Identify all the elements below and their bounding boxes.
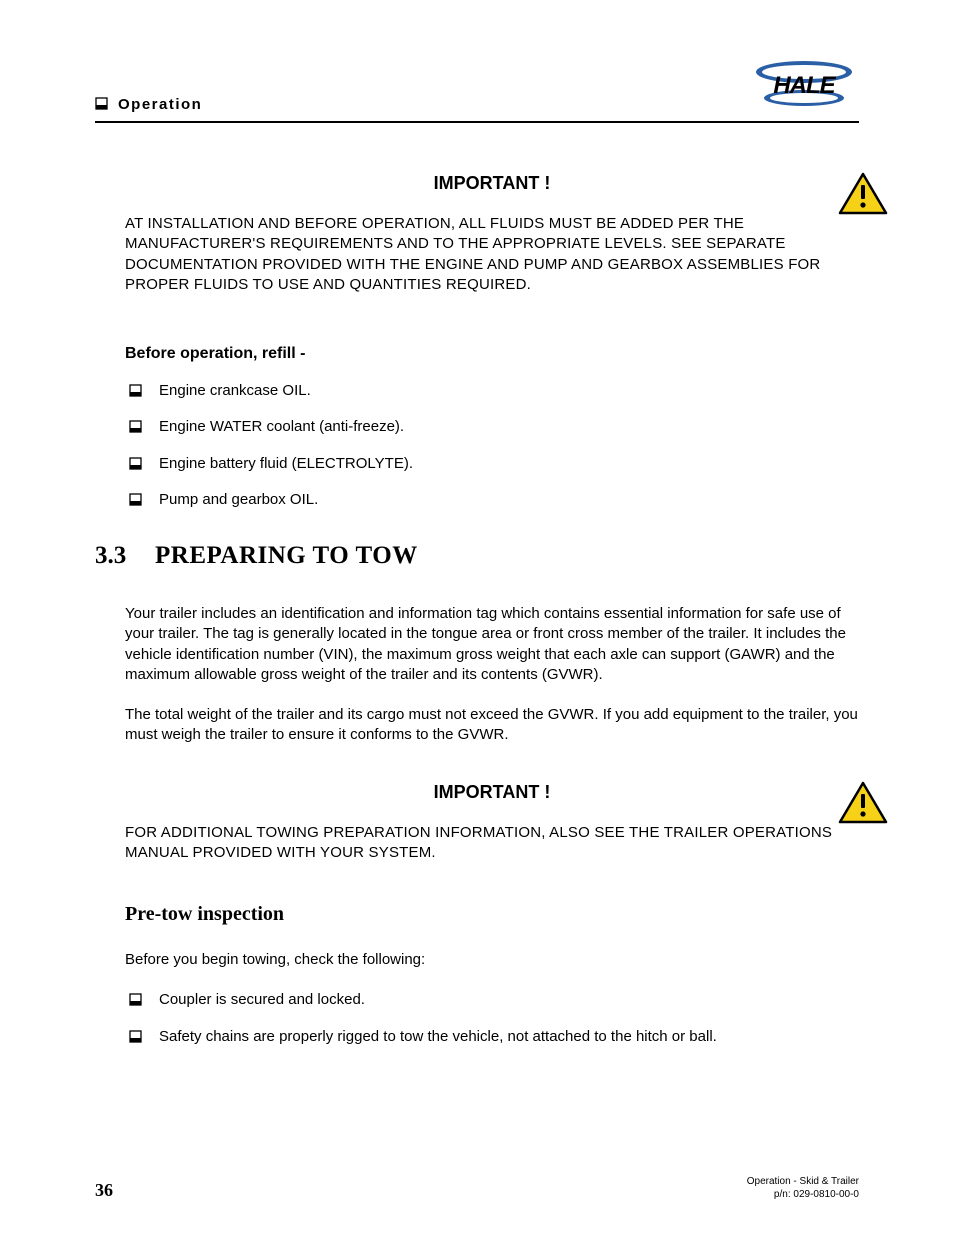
header-section-text: Operation (118, 96, 202, 113)
footer-meta: Operation - Skid & Trailer p/n: 029-0810… (747, 1175, 859, 1201)
section-title: PREPARING TO TOW (155, 542, 418, 570)
pretow-title: Pre-tow inspection (125, 903, 859, 926)
header-bullet-icon (95, 97, 108, 113)
list-item: Engine battery fluid (ELECTROLYTE). (125, 454, 859, 476)
list-item: Safety chains are properly rigged to tow… (125, 1027, 859, 1049)
checkbox-icon (129, 456, 151, 476)
important-notice-1: IMPORTANT ! AT INSTALLATION AND BEFORE O… (125, 173, 859, 295)
list-item-text: Engine battery fluid (ELECTROLYTE). (159, 454, 413, 474)
important-1-title: IMPORTANT ! (125, 173, 859, 194)
list-item: Engine WATER coolant (anti-freeze). (125, 417, 859, 439)
checkbox-icon (129, 419, 151, 439)
section-number: 3.3 (95, 542, 155, 570)
checkbox-icon (129, 492, 151, 512)
list-item: Pump and gearbox OIL. (125, 490, 859, 512)
svg-text:HALE: HALE (773, 72, 836, 99)
caution-icon (837, 780, 889, 831)
header-section-label: Operation (95, 96, 202, 113)
section-para-1: Your trailer includes an identification … (125, 604, 859, 685)
refill-list: Engine crankcase OIL. Engine WATER coola… (125, 381, 859, 512)
list-item: Coupler is secured and locked. (125, 990, 859, 1012)
important-2-body: FOR ADDITIONAL TOWING PREPARATION INFORM… (125, 823, 859, 864)
footer-line-1: Operation - Skid & Trailer (747, 1175, 859, 1188)
page-header: Operation HALE (95, 60, 859, 113)
list-item-text: Engine crankcase OIL. (159, 381, 311, 401)
page-number: 36 (95, 1180, 113, 1201)
pretow-list: Coupler is secured and locked. Safety ch… (125, 990, 859, 1049)
list-item: Engine crankcase OIL. (125, 381, 859, 403)
important-1-body: AT INSTALLATION AND BEFORE OPERATION, AL… (125, 214, 859, 295)
list-item-text: Safety chains are properly rigged to tow… (159, 1027, 717, 1047)
page-footer: 36 Operation - Skid & Trailer p/n: 029-0… (95, 1175, 859, 1201)
list-item-text: Pump and gearbox OIL. (159, 490, 318, 510)
list-item-text: Coupler is secured and locked. (159, 990, 365, 1010)
refill-heading: Before operation, refill - (125, 345, 859, 363)
pretow-intro: Before you begin towing, check the follo… (125, 950, 859, 970)
section-para-2: The total weight of the trailer and its … (125, 705, 859, 746)
hale-logo: HALE (749, 60, 859, 113)
list-item-text: Engine WATER coolant (anti-freeze). (159, 417, 404, 437)
checkbox-icon (129, 992, 151, 1012)
important-notice-2: IMPORTANT ! FOR ADDITIONAL TOWING PREPAR… (125, 782, 859, 864)
checkbox-icon (129, 1029, 151, 1049)
page-content: IMPORTANT ! AT INSTALLATION AND BEFORE O… (95, 173, 859, 1049)
section-heading: 3.3 PREPARING TO TOW (95, 542, 859, 570)
caution-icon (837, 171, 889, 222)
checkbox-icon (129, 383, 151, 403)
important-2-title: IMPORTANT ! (125, 782, 859, 803)
header-divider (95, 121, 859, 123)
footer-line-2: p/n: 029-0810-00-0 (747, 1188, 859, 1201)
